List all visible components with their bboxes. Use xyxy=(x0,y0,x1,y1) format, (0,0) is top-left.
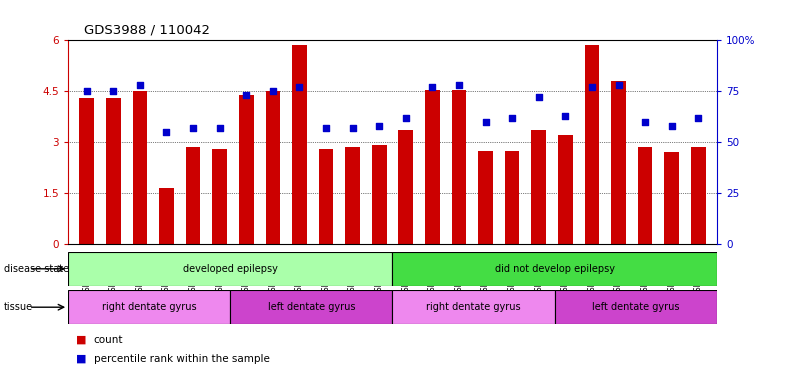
Point xyxy=(533,94,545,100)
Text: ■: ■ xyxy=(76,354,87,364)
Point xyxy=(160,129,173,135)
Bar xyxy=(664,152,679,244)
Text: left dentate gyrus: left dentate gyrus xyxy=(268,302,355,312)
Bar xyxy=(106,98,121,244)
Bar xyxy=(133,91,147,244)
Point xyxy=(505,114,518,121)
Text: count: count xyxy=(94,335,123,345)
Point xyxy=(213,125,226,131)
Bar xyxy=(452,89,466,244)
Text: percentile rank within the sample: percentile rank within the sample xyxy=(94,354,270,364)
Point xyxy=(586,84,598,90)
Point xyxy=(612,82,625,88)
Bar xyxy=(68,252,392,286)
Bar xyxy=(239,94,254,244)
Point xyxy=(134,82,147,88)
Bar xyxy=(319,149,333,244)
Bar xyxy=(372,146,387,244)
Bar xyxy=(425,89,440,244)
Point xyxy=(559,113,572,119)
Point xyxy=(267,88,280,94)
Point xyxy=(293,84,306,90)
Bar xyxy=(611,81,626,244)
Bar xyxy=(68,290,231,324)
Point xyxy=(372,123,385,129)
Bar xyxy=(186,147,200,244)
Bar xyxy=(505,151,520,244)
Point xyxy=(239,92,252,98)
Bar xyxy=(231,290,392,324)
Bar xyxy=(398,130,413,244)
Bar xyxy=(478,151,493,244)
Text: right dentate gyrus: right dentate gyrus xyxy=(102,302,196,312)
Point xyxy=(320,125,332,131)
Bar xyxy=(265,91,280,244)
Bar xyxy=(558,135,573,244)
Point xyxy=(187,125,199,131)
Text: GDS3988 / 110042: GDS3988 / 110042 xyxy=(84,23,210,36)
Text: left dentate gyrus: left dentate gyrus xyxy=(592,302,679,312)
Point xyxy=(346,125,359,131)
Point xyxy=(80,88,93,94)
Text: did not develop epilepsy: did not develop epilepsy xyxy=(495,264,614,274)
Bar xyxy=(79,98,94,244)
Bar xyxy=(345,147,360,244)
Bar xyxy=(392,290,554,324)
Text: right dentate gyrus: right dentate gyrus xyxy=(426,302,521,312)
Text: ■: ■ xyxy=(76,335,87,345)
Bar xyxy=(292,45,307,244)
Bar xyxy=(585,45,599,244)
Point xyxy=(453,82,465,88)
Bar xyxy=(554,290,717,324)
Bar xyxy=(638,147,652,244)
Bar xyxy=(531,130,546,244)
Bar xyxy=(392,252,717,286)
Point xyxy=(426,84,439,90)
Bar xyxy=(691,147,706,244)
Point xyxy=(479,119,492,125)
Point xyxy=(666,123,678,129)
Point xyxy=(107,88,119,94)
Point xyxy=(400,114,413,121)
Bar xyxy=(212,149,227,244)
Point xyxy=(638,119,651,125)
Point xyxy=(692,114,705,121)
Text: tissue: tissue xyxy=(4,302,33,312)
Bar xyxy=(159,188,174,244)
Text: developed epilepsy: developed epilepsy xyxy=(183,264,278,274)
Text: disease state: disease state xyxy=(4,264,69,274)
